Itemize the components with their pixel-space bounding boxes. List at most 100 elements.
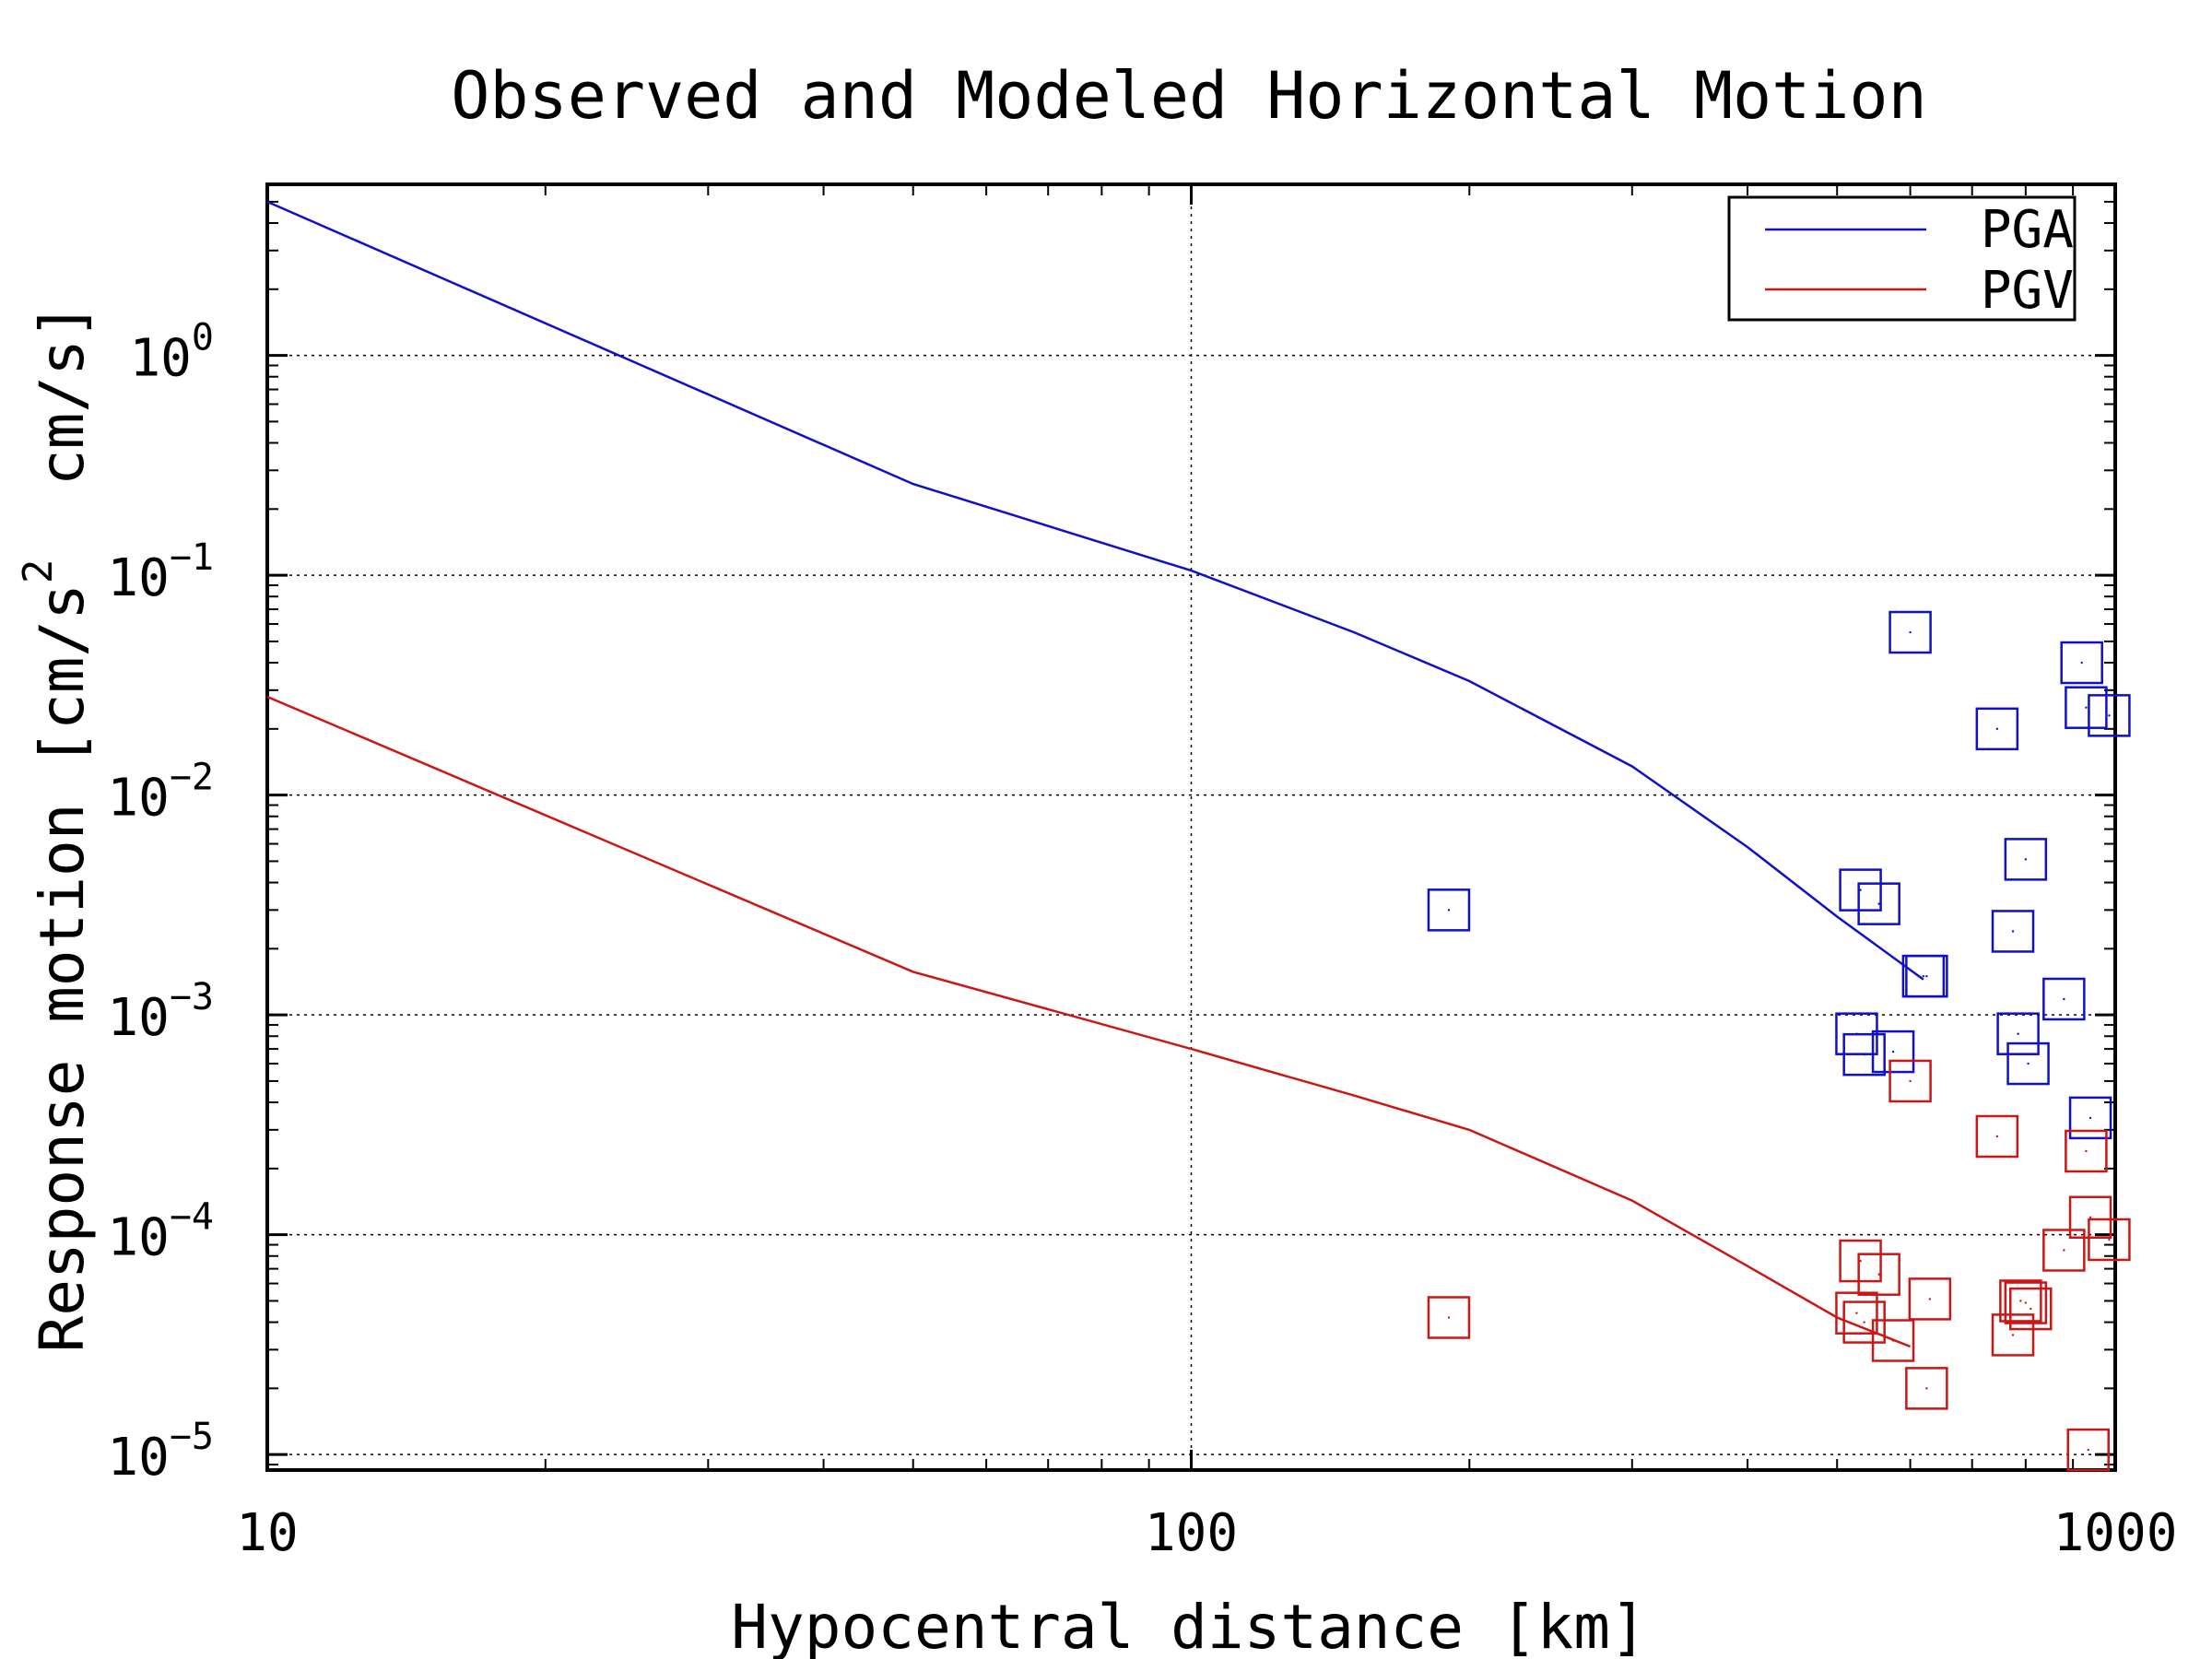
observed-point-pga: [2108, 714, 2111, 717]
observed-marker-pgv: [1842, 1300, 1886, 1344]
y-tick-label-exponent: −5: [170, 1416, 214, 1458]
observed-point-pgv: [1928, 1298, 1932, 1300]
observed-marker-pgv: [1991, 1313, 2035, 1357]
y-tick-label-exponent: −3: [170, 976, 214, 1018]
observed-marker-pgv: [1975, 1114, 2019, 1159]
observed-point-pgv: [1447, 1316, 1451, 1319]
y-tick-label: 10−1: [107, 536, 214, 608]
plot-frame: [265, 182, 2117, 1472]
observed-marker-pgv: [1857, 1253, 1900, 1296]
observed-point-pgv: [1877, 1273, 1880, 1276]
y-tick-label-exponent: −4: [170, 1196, 214, 1239]
y-tick-label: 10−3: [107, 976, 214, 1048]
observed-marker-pgv: [2065, 1129, 2108, 1173]
observed-marker-pga: [2060, 641, 2103, 685]
model-line-pga: [266, 200, 1924, 981]
observed-marker-pga: [2042, 977, 2086, 1021]
y-tick-label-base: 10: [107, 988, 169, 1048]
observed-marker-pgv: [1871, 1319, 1915, 1362]
observed-point-pga: [2017, 1032, 2019, 1035]
y-axis-label-main: Response motion [cm/s: [27, 583, 98, 1352]
y-axis-label-superscript: 2: [15, 559, 62, 584]
x-tick-label: 10: [236, 1503, 298, 1563]
y-axis-label: Response motion [cm/s2 cm/s]: [15, 302, 98, 1352]
observed-point-pga: [2027, 1062, 2030, 1065]
observed-marker-pga: [1839, 868, 1882, 912]
observed-point-pga: [1909, 630, 1912, 634]
y-tick-label-base: 10: [107, 548, 169, 608]
observed-marker-pga: [1905, 954, 1948, 998]
observed-point-pga: [1925, 974, 1928, 978]
observed-point-pga: [1877, 902, 1880, 905]
y-tick-label: 100: [129, 317, 214, 389]
y-tick-label: 10−2: [107, 757, 214, 829]
observed-point-pgv: [2085, 1149, 2088, 1153]
chart-title: Observed and Modeled Horizontal Motion: [451, 58, 1926, 134]
y-axis-label-unit: cm/s]: [27, 302, 98, 559]
observed-marker-pga: [1996, 1012, 2040, 1055]
observed-marker-pgv: [2066, 1428, 2110, 1472]
observed-marker-pgv: [1839, 1239, 1882, 1283]
observed-marker-pga: [2065, 686, 2108, 729]
y-tick-label: 10−4: [107, 1196, 214, 1268]
observed-point-pgv: [2063, 1249, 2065, 1252]
observed-point-pga: [1995, 727, 1999, 731]
observed-marker-pgv: [2004, 1281, 2048, 1324]
legend-label-pgv: PGV: [1981, 261, 2074, 321]
observed-point-pgv: [2088, 1216, 2092, 1218]
observed-point-pga: [2085, 706, 2088, 709]
observed-point-pgv: [2019, 1300, 2022, 1302]
series-pgv: [266, 695, 2131, 1472]
observed-point-pgv: [1925, 1387, 1928, 1390]
observed-point-pga: [1922, 974, 1925, 978]
observed-marker-pgv: [2009, 1287, 2053, 1331]
legend-label-pga: PGA: [1981, 200, 2074, 260]
observed-point-pga: [2063, 997, 2065, 1001]
observed-marker-pgv: [1427, 1296, 1471, 1339]
observed-marker-pgv: [2068, 1195, 2112, 1240]
observed-marker-pga: [2068, 1096, 2112, 1140]
observed-marker-pgv: [2088, 1218, 2131, 1262]
observed-point-pgv: [1863, 1321, 1865, 1324]
observed-point-pga: [2088, 1116, 2092, 1120]
observed-marker-pga: [1871, 1030, 1915, 1074]
observed-marker-pgv: [1908, 1277, 1952, 1321]
observed-point-pgv: [2030, 1307, 2032, 1311]
observed-point-pgv: [1891, 1339, 1895, 1342]
model-line-pgv: [266, 695, 1912, 1348]
observed-marker-pga: [1427, 888, 1471, 932]
observed-point-pga: [1859, 888, 1862, 891]
x-axis-label: Hypocentral distance [km]: [731, 1592, 1646, 1659]
y-tick-label-base: 10: [107, 1428, 169, 1488]
observed-marker-pga: [1857, 882, 1900, 925]
observed-point-pga: [1447, 909, 1451, 912]
observed-point-pgv: [1855, 1312, 1858, 1314]
y-tick-label-exponent: 0: [192, 317, 214, 359]
y-tick-label-exponent: −1: [170, 536, 214, 579]
observed-marker-pga: [1888, 610, 1932, 654]
observed-marker-pga: [1975, 707, 2019, 751]
observed-point-pga: [1863, 1053, 1865, 1056]
observed-point-pgv: [2087, 1448, 2089, 1452]
series-pga: [266, 200, 2131, 1140]
y-tick-label-base: 10: [129, 329, 191, 389]
observed-point-pga: [2024, 858, 2028, 861]
observed-marker-pgv: [1835, 1291, 1878, 1335]
observed-point-pgv: [2011, 1334, 2015, 1336]
y-tick-label-base: 10: [107, 769, 169, 829]
y-tick-label: 10−5: [107, 1416, 214, 1488]
x-tick-label: 1000: [2053, 1503, 2178, 1563]
y-tick-label-exponent: −2: [170, 757, 214, 799]
observed-marker-pga: [1842, 1032, 1886, 1077]
observed-point-pga: [2080, 661, 2083, 665]
x-tick-labels: 10 100 1000: [236, 1503, 2177, 1563]
legend-box: [1727, 195, 2077, 322]
observed-point-pgv: [1909, 1079, 1912, 1083]
observed-marker-pga: [1991, 910, 2035, 953]
observed-marker-pga: [2006, 1041, 2050, 1086]
observed-marker-pgv: [1999, 1279, 2042, 1323]
series-layer: [266, 200, 2131, 1472]
legend: PGA PGV: [1727, 195, 2077, 322]
